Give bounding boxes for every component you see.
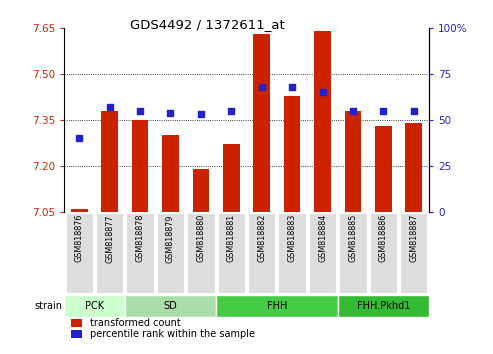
- Text: GSM818878: GSM818878: [136, 214, 144, 262]
- FancyBboxPatch shape: [126, 213, 154, 293]
- Bar: [132, 120, 148, 212]
- Bar: [162, 135, 179, 212]
- Bar: [253, 34, 270, 212]
- Text: GSM818884: GSM818884: [318, 214, 327, 262]
- Text: GSM818887: GSM818887: [409, 214, 418, 262]
- Text: GSM818876: GSM818876: [75, 214, 84, 262]
- Bar: [193, 169, 209, 212]
- FancyBboxPatch shape: [216, 295, 338, 316]
- FancyBboxPatch shape: [125, 295, 216, 316]
- Bar: [345, 111, 361, 212]
- Text: GSM818877: GSM818877: [105, 214, 114, 263]
- FancyBboxPatch shape: [157, 213, 184, 293]
- Text: GSM818879: GSM818879: [166, 214, 175, 263]
- Text: percentile rank within the sample: percentile rank within the sample: [90, 329, 254, 339]
- Text: GSM818885: GSM818885: [349, 214, 357, 262]
- Point: [410, 108, 418, 114]
- Bar: [223, 144, 240, 212]
- FancyBboxPatch shape: [71, 319, 82, 327]
- Text: GSM818881: GSM818881: [227, 214, 236, 262]
- Point: [197, 112, 205, 117]
- FancyBboxPatch shape: [96, 213, 123, 293]
- FancyBboxPatch shape: [309, 213, 336, 293]
- Point: [349, 108, 357, 114]
- FancyBboxPatch shape: [187, 213, 214, 293]
- Point: [75, 136, 83, 141]
- Text: PCK: PCK: [85, 301, 104, 311]
- Bar: [71, 209, 88, 212]
- FancyBboxPatch shape: [339, 213, 367, 293]
- FancyBboxPatch shape: [400, 213, 427, 293]
- FancyBboxPatch shape: [248, 213, 276, 293]
- Point: [258, 84, 266, 90]
- Point: [106, 104, 113, 110]
- Text: SD: SD: [164, 301, 177, 311]
- Text: GSM818883: GSM818883: [287, 214, 297, 262]
- Bar: [284, 96, 300, 212]
- Text: FHH: FHH: [267, 301, 287, 311]
- FancyBboxPatch shape: [71, 330, 82, 338]
- FancyBboxPatch shape: [66, 213, 93, 293]
- Text: GSM818886: GSM818886: [379, 214, 388, 262]
- FancyBboxPatch shape: [217, 213, 245, 293]
- Text: GDS4492 / 1372611_at: GDS4492 / 1372611_at: [130, 18, 284, 31]
- Bar: [375, 126, 391, 212]
- Text: transformed count: transformed count: [90, 318, 180, 328]
- FancyBboxPatch shape: [279, 213, 306, 293]
- Text: FHH.Pkhd1: FHH.Pkhd1: [356, 301, 410, 311]
- Point: [288, 84, 296, 90]
- FancyBboxPatch shape: [64, 295, 125, 316]
- FancyBboxPatch shape: [370, 213, 397, 293]
- Point: [167, 110, 175, 115]
- Bar: [314, 32, 331, 212]
- Text: GSM818880: GSM818880: [196, 214, 206, 262]
- Bar: [102, 111, 118, 212]
- FancyBboxPatch shape: [338, 295, 429, 316]
- Point: [136, 108, 144, 114]
- Text: strain: strain: [35, 301, 63, 311]
- Text: GSM818882: GSM818882: [257, 214, 266, 262]
- Point: [227, 108, 235, 114]
- Point: [380, 108, 387, 114]
- Point: [318, 90, 326, 95]
- Bar: [405, 123, 422, 212]
